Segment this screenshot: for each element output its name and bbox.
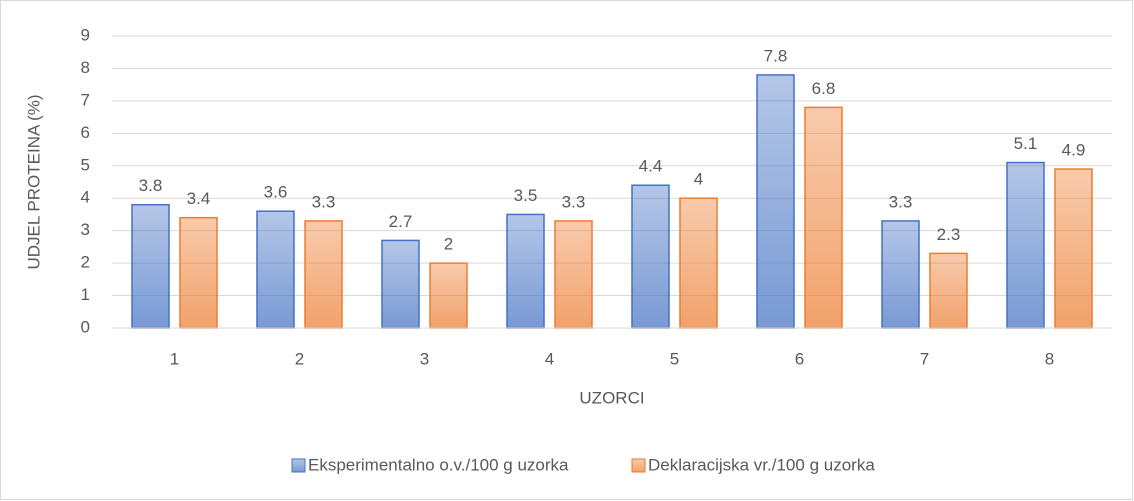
bar (1054, 168, 1093, 329)
bar (381, 239, 420, 329)
data-label: 3.3 (889, 192, 913, 211)
bar (304, 220, 343, 329)
bar (631, 184, 670, 329)
data-label: 2.3 (937, 225, 961, 244)
data-label: 3.6 (264, 183, 288, 202)
y-tick-label: 2 (81, 253, 90, 272)
y-tick-label: 4 (81, 188, 90, 207)
data-label: 4 (694, 170, 703, 189)
bar (679, 197, 718, 329)
bar (804, 106, 843, 329)
x-tick-label: 2 (295, 349, 304, 368)
data-label: 4.9 (1062, 141, 1086, 160)
data-label: 7.8 (764, 46, 788, 65)
x-tick-label: 6 (795, 349, 804, 368)
x-axis-title: UZORCI (579, 388, 644, 407)
bar (131, 203, 170, 329)
data-label: 6.8 (812, 79, 836, 98)
bar (256, 210, 295, 329)
x-tick-label: 7 (920, 349, 929, 368)
data-label: 3.5 (514, 186, 538, 205)
data-label: 4.4 (639, 157, 663, 176)
data-label: 2 (444, 235, 453, 254)
y-tick-label: 9 (81, 25, 90, 44)
data-label: 3.8 (139, 176, 163, 195)
y-tick-label: 1 (81, 285, 90, 304)
bar (1006, 161, 1045, 329)
y-tick-label: 0 (81, 317, 90, 336)
bar (506, 213, 545, 329)
legend-label: Deklaracijska vr./100 g uzorka (648, 455, 875, 474)
x-tick-label: 5 (670, 349, 679, 368)
bar (881, 220, 920, 329)
y-axis-title: UDJEL PROTEINA (%) (24, 94, 43, 269)
legend-swatch (291, 458, 306, 473)
bar (756, 74, 795, 329)
data-label: 3.4 (187, 189, 211, 208)
bar (929, 252, 968, 329)
bar (554, 220, 593, 329)
bar (429, 262, 468, 329)
y-tick-label: 5 (81, 155, 90, 174)
legend-label: Eksperimentalno o.v./100 g uzorka (308, 455, 569, 474)
x-tick-label: 4 (545, 349, 554, 368)
legend-swatch (631, 458, 646, 473)
data-label: 2.7 (389, 212, 413, 231)
x-tick-label: 8 (1045, 349, 1054, 368)
data-label: 5.1 (1014, 134, 1038, 153)
y-tick-label: 3 (81, 220, 90, 239)
y-tick-label: 6 (81, 123, 90, 142)
bar (179, 216, 218, 329)
y-tick-label: 7 (81, 90, 90, 109)
x-tick-label: 1 (170, 349, 179, 368)
data-label: 3.3 (312, 192, 336, 211)
y-tick-label: 8 (81, 58, 90, 77)
x-tick-label: 3 (420, 349, 429, 368)
data-label: 3.3 (562, 192, 586, 211)
